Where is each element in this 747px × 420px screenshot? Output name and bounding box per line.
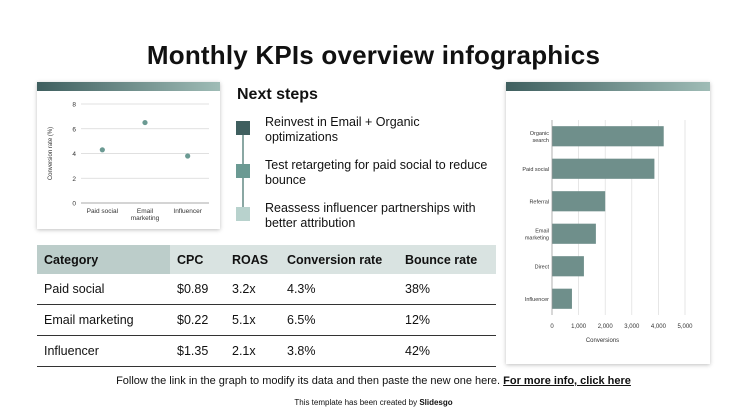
bar	[552, 158, 655, 179]
slidesgo-brand: Slidesgo	[419, 398, 453, 407]
y-tick-label: Organic	[530, 131, 550, 137]
x-tick-label: 1,000	[571, 324, 587, 330]
cell-cpc: $1.35	[170, 335, 225, 367]
credit-text: This template has been created by	[294, 398, 420, 407]
header-bounce-rate: Bounce rate	[398, 245, 496, 274]
data-point	[185, 153, 191, 159]
cell-bounce-rate: 42%	[398, 335, 496, 367]
template-credit: This template has been created by Slides…	[0, 398, 747, 407]
x-tick-label: Influencer	[173, 208, 202, 215]
y-tick-label: marketing	[525, 235, 549, 241]
header-roas: ROAS	[225, 245, 280, 274]
conversion-rate-scatter-chart[interactable]: 0 2 4 6 8 Conversion rate (%) Paid social Email…	[37, 82, 220, 229]
more-info-link[interactable]: For more info, click here	[503, 375, 631, 387]
cell-conversion-rate: 6.5%	[280, 304, 398, 336]
bar	[552, 223, 596, 244]
page-title: Monthly KPIs overview infographics	[146, 40, 601, 70]
x-tick-label: Paid social	[87, 208, 119, 215]
cell-bounce-rate: 38%	[398, 274, 496, 305]
bar	[552, 191, 606, 212]
y-tick-label: Influencer	[525, 297, 549, 303]
y-tick-label: Direct	[535, 264, 550, 270]
y-tick-label: 8	[72, 102, 76, 109]
y-tick-label: 6	[72, 126, 76, 133]
y-tick-label: 4	[72, 151, 76, 158]
y-tick-label: 2	[72, 176, 76, 183]
kpi-table: Category CPC ROAS Conversion rate Bounce…	[37, 245, 496, 367]
header-conversion-rate: Conversion rate	[280, 245, 398, 274]
header-cpc: CPC	[170, 245, 225, 274]
cell-category: Email marketing	[37, 304, 170, 336]
conversion-rate-chart-card: 0 2 4 6 8 Conversion rate (%) Paid social Email…	[37, 82, 220, 229]
x-tick-label: 3,000	[624, 324, 640, 330]
cell-roas: 3.2x	[225, 274, 280, 305]
step-2-text: Test retargeting for paid social to redu…	[265, 158, 488, 187]
y-tick-label: Referral	[529, 199, 549, 205]
x-axis-label: Conversions	[586, 338, 619, 344]
bar	[552, 126, 664, 147]
next-steps-heading: Next steps	[237, 86, 318, 103]
cell-cpc: $0.89	[170, 274, 225, 305]
table-row: Influencer $1.35 2.1x 3.8% 42%	[37, 335, 496, 367]
cell-roas: 2.1x	[225, 335, 280, 367]
table-row: Email marketing $0.22 5.1x 6.5% 12%	[37, 304, 496, 336]
step-3-text: Reassess influencer partnerships with be…	[265, 201, 476, 230]
card-header-bar	[37, 82, 220, 91]
card-header-bar	[506, 82, 710, 91]
x-tick-label: 4,000	[651, 324, 667, 330]
step-2-marker-icon	[236, 164, 250, 178]
bar	[552, 256, 584, 277]
header-category: Category	[37, 245, 170, 274]
x-tick-label: 2,000	[598, 324, 614, 330]
table-header-row: Category CPC ROAS Conversion rate Bounce…	[37, 245, 496, 274]
y-axis-label: Conversion rate (%)	[48, 127, 54, 180]
table-row: Paid social $0.89 3.2x 4.3% 38%	[37, 274, 496, 305]
cell-bounce-rate: 12%	[398, 304, 496, 336]
cell-conversion-rate: 3.8%	[280, 335, 398, 367]
bar	[552, 288, 572, 309]
y-tick-label: search	[532, 138, 549, 144]
y-tick-label: 0	[72, 201, 76, 208]
footer-note: Follow the link in the graph to modify i…	[0, 375, 747, 387]
cell-roas: 5.1x	[225, 304, 280, 336]
y-tick-label: Email	[535, 228, 549, 234]
step-3-marker-icon	[236, 207, 250, 221]
x-tick-label: marketing	[131, 215, 160, 222]
data-point	[142, 119, 148, 126]
step-1-marker-icon	[236, 121, 250, 135]
x-tick-label: 0	[550, 324, 554, 330]
x-tick-label: Email	[137, 208, 154, 215]
conversions-bar-chart[interactable]: 0 1,000 2,000 3,000 4,000 5,000 Conversions Org…	[506, 82, 710, 364]
step-1-text: Reinvest in Email + Organic optimization…	[265, 115, 420, 144]
cell-category: Influencer	[37, 335, 170, 367]
y-tick-label: Paid social	[522, 167, 549, 173]
conversions-chart-card: 0 1,000 2,000 3,000 4,000 5,000 Conversions Org…	[506, 82, 710, 364]
cell-conversion-rate: 4.3%	[280, 274, 398, 305]
data-point	[99, 147, 105, 153]
footer-text: Follow the link in the graph to modify i…	[116, 375, 504, 387]
x-tick-label: 5,000	[677, 324, 693, 330]
cell-category: Paid social	[37, 274, 170, 305]
cell-cpc: $0.22	[170, 304, 225, 336]
